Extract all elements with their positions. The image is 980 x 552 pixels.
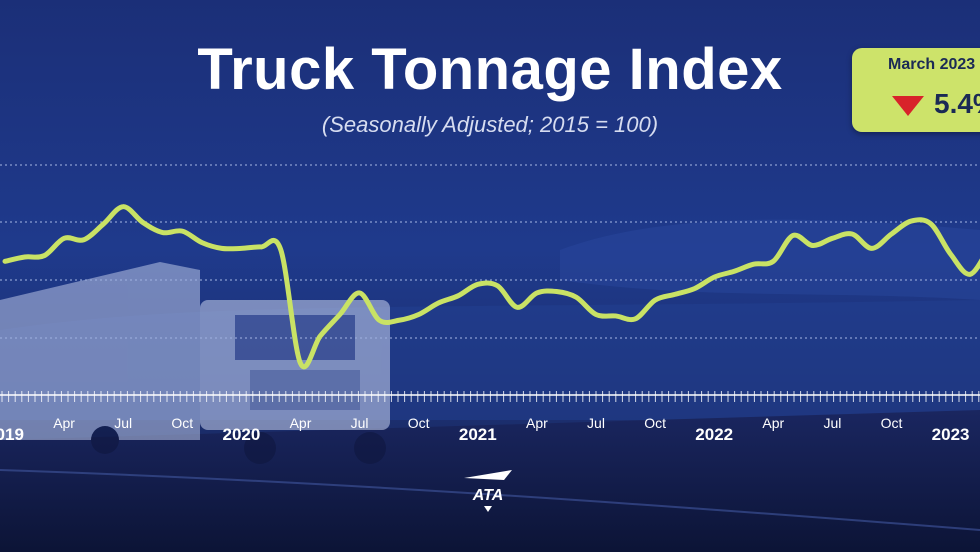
- chart-grid: [0, 164, 980, 339]
- x-tick-label-month: Oct: [881, 415, 903, 431]
- x-tick-label-month: Jul: [823, 415, 841, 431]
- x-tick-label-month: Jul: [114, 415, 132, 431]
- x-tick-label-year: 2019: [0, 425, 24, 444]
- down-arrow-icon: [892, 96, 924, 116]
- change-badge: March 2023 5.4%: [852, 48, 980, 132]
- x-tick-label-year: 2022: [695, 425, 733, 444]
- x-tick-label-month: Apr: [290, 415, 312, 431]
- x-tick-label-month: Oct: [408, 415, 430, 431]
- x-tick-label-month: Oct: [171, 415, 193, 431]
- truck-image: [0, 262, 390, 464]
- x-tick-label-year: 2023: [932, 425, 970, 444]
- x-tick-labels: 2019 Apr Jul Oct 2020 Apr Jul Oct 2021 Apr Jul Oct 2…: [0, 415, 970, 444]
- x-tick-label-month: Oct: [644, 415, 666, 431]
- x-tick-label-month: Jul: [351, 415, 369, 431]
- ata-logo-icon: ATA: [464, 470, 512, 512]
- x-tick-label-year: 2020: [222, 425, 260, 444]
- x-tick-label-month: Apr: [53, 415, 75, 431]
- badge-change-value: 5.4%: [934, 88, 980, 119]
- x-tick-label-month: Jul: [587, 415, 605, 431]
- page-title: Truck Tonnage Index: [197, 37, 783, 102]
- x-tick-label-month: Apr: [762, 415, 784, 431]
- tonnage-series-line: [2, 204, 980, 370]
- x-axis: [0, 391, 980, 402]
- page-subtitle: (Seasonally Adjusted; 2015 = 100): [321, 112, 659, 137]
- ata-logo-text: ATA: [472, 487, 504, 504]
- badge-date: March 2023: [888, 56, 976, 73]
- x-tick-label-year: 2021: [459, 425, 497, 444]
- x-tick-label-month: Apr: [526, 415, 548, 431]
